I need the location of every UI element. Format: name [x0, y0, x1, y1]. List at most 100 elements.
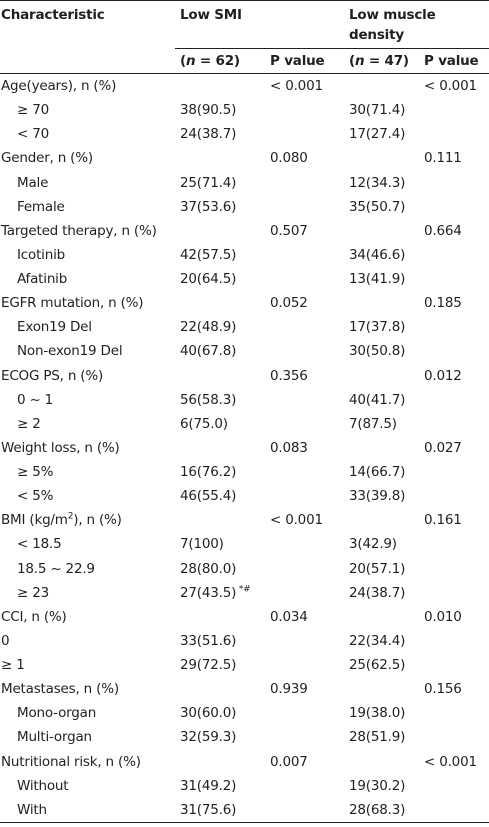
cell-low-muscle-density: 17(27.4): [349, 126, 406, 143]
cell-p-value-smi: [266, 315, 344, 339]
cell-low-smi: 6(75.0): [180, 415, 228, 432]
cell-low-smi: [175, 219, 266, 243]
cell-p-value-md: 0.156: [424, 681, 462, 698]
row-label: Metastases, n (%): [1, 681, 119, 698]
cell-p-value-smi: [266, 701, 344, 725]
cell-low-smi: [175, 605, 266, 629]
table-row: 0 33(51.6) 22(34.4): [0, 629, 489, 653]
row-label: 0: [1, 632, 10, 649]
cell-p-value-smi: [266, 532, 344, 556]
row-label: Male: [17, 174, 49, 191]
cell-p-value-md: [420, 725, 489, 749]
table-row: Without 31(49.2) 19(30.2): [0, 774, 489, 798]
row-label: Icotinib: [17, 246, 65, 263]
cell-low-smi: 30(60.0): [180, 705, 237, 722]
cell-p-value-md: [420, 98, 489, 122]
cell-p-value-md: 0.010: [424, 608, 462, 625]
cell-low-muscle-density: 28(68.3): [344, 797, 420, 823]
cell-p-value-smi: [266, 122, 344, 146]
cell-low-muscle-density: 35(50.7): [349, 198, 406, 215]
header-low-muscle-density: Low muscle density: [344, 0, 489, 49]
cell-low-smi: 16(76.2): [180, 464, 237, 481]
row-label: BMI (kg/m2), n (%): [1, 511, 122, 529]
cell-p-value-smi: [266, 98, 344, 122]
cell-p-value-smi: [266, 557, 344, 581]
cell-low-smi: 25(71.4): [180, 174, 237, 191]
cell-low-muscle-density: 40(41.7): [349, 391, 406, 408]
table-row: Female 37(53.6) 35(50.7): [0, 195, 489, 219]
cell-low-smi: 27(43.5) *#: [180, 584, 251, 601]
header-p-value-md: P value: [420, 48, 489, 74]
cell-p-value-md: [420, 484, 489, 508]
cell-p-value-md: [420, 629, 489, 653]
cell-low-smi: 31(49.2): [180, 777, 237, 794]
cell-low-muscle-density: 19(30.2): [349, 777, 406, 794]
cell-low-smi: 31(75.6): [175, 797, 266, 823]
cell-low-muscle-density: [344, 219, 420, 243]
cell-low-muscle-density: [344, 291, 420, 315]
cell-low-muscle-density: [344, 74, 420, 99]
cell-p-value-md: [420, 460, 489, 484]
cell-p-value-md: [420, 532, 489, 556]
table-row: ECOG PS, n (%) 0.356 0.012: [0, 364, 489, 388]
cell-low-muscle-density: 3(42.9): [349, 536, 397, 553]
row-label: Gender, n (%): [1, 150, 93, 167]
cell-low-muscle-density: 19(38.0): [349, 705, 406, 722]
cell-low-muscle-density: 7(87.5): [349, 415, 397, 432]
cell-low-smi: [175, 750, 266, 774]
cell-low-muscle-density: [344, 750, 420, 774]
row-label: < 70: [17, 126, 49, 143]
cell-p-value-smi: [266, 388, 344, 412]
table-row: ≥ 2 6(75.0) 7(87.5): [0, 412, 489, 436]
cell-low-smi: 29(72.5): [180, 657, 237, 674]
table-row: Male 25(71.4) 12(34.3): [0, 171, 489, 195]
cell-p-value-md: 0.664: [424, 222, 462, 239]
cell-low-muscle-density: 33(39.8): [349, 488, 406, 505]
row-label: ≥ 1: [1, 657, 25, 674]
table-row: < 18.5 7(100) 3(42.9): [0, 532, 489, 556]
header-characteristic: Characteristic: [0, 0, 175, 49]
cell-low-smi: 38(90.5): [180, 102, 237, 119]
cell-low-smi: 32(59.3): [180, 729, 237, 746]
cell-p-value-smi: [266, 629, 344, 653]
table-row: ≥ 1 29(72.5) 25(62.5): [0, 653, 489, 677]
cell-p-value-smi: 0.080: [270, 150, 308, 167]
cell-p-value-smi: 0.083: [270, 439, 308, 456]
cell-p-value-smi: [266, 267, 344, 291]
row-label: < 5%: [17, 488, 54, 505]
cell-low-muscle-density: 12(34.3): [349, 174, 406, 191]
header-n-smi: (n = 62): [175, 48, 266, 74]
cell-p-value-md: < 0.001: [424, 78, 477, 95]
cell-low-muscle-density: [344, 677, 420, 701]
cell-p-value-smi: [266, 653, 344, 677]
table-row: Non-exon19 Del 40(67.8) 30(50.8): [0, 339, 489, 363]
cell-low-muscle-density: [344, 436, 420, 460]
cell-low-smi: 56(58.3): [180, 391, 237, 408]
cell-p-value-md: [420, 171, 489, 195]
row-label: With: [0, 797, 175, 823]
cell-p-value-md: 0.012: [424, 367, 462, 384]
table-row: Metastases, n (%) 0.939 0.156: [0, 677, 489, 701]
cell-p-value-md: [420, 701, 489, 725]
cell-low-muscle-density: 30(50.8): [349, 343, 406, 360]
header-row-1: Characteristic Low SMI Low muscle densit…: [0, 0, 489, 49]
table-row: ≥ 70 38(90.5) 30(71.4): [0, 98, 489, 122]
table-row: < 5% 46(55.4) 33(39.8): [0, 484, 489, 508]
cell-p-value-md: [420, 243, 489, 267]
cell-low-muscle-density: 24(38.7): [349, 584, 406, 601]
table-row: Targeted therapy, n (%) 0.507 0.664: [0, 219, 489, 243]
cell-low-smi: [175, 677, 266, 701]
cell-p-value-md: [420, 797, 489, 823]
cell-p-value-md: [420, 388, 489, 412]
row-label: ≥ 5%: [17, 464, 54, 481]
cell-low-muscle-density: [344, 508, 420, 532]
cell-p-value-md: [420, 557, 489, 581]
row-label: Female: [17, 198, 65, 215]
cell-p-value-smi: [266, 460, 344, 484]
cell-p-value-md: [420, 653, 489, 677]
table-row: Exon19 Del 22(48.9) 17(37.8): [0, 315, 489, 339]
cell-low-smi: 46(55.4): [180, 488, 237, 505]
cell-low-muscle-density: 13(41.9): [349, 271, 406, 288]
cell-low-smi: 20(64.5): [180, 271, 237, 288]
cell-p-value-md: 0.185: [424, 295, 462, 312]
